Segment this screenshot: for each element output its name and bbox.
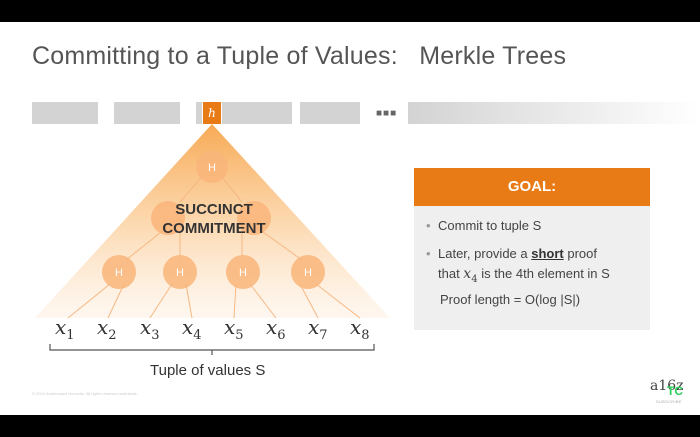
node-label: H (239, 267, 247, 279)
tuple-value: x3 (140, 315, 160, 343)
tuple-label: Tuple of values S (150, 362, 266, 379)
tree-node (163, 255, 197, 289)
bullet-icon: • (426, 218, 431, 233)
subscribe-label[interactable]: SUBSCRIBE (656, 399, 682, 404)
slide-title: Committing to a Tuple of Values: Merkle … (32, 42, 567, 70)
succinct-commitment-label: SUCCINCT COMMITMENT (140, 200, 288, 238)
data-strip-block (196, 102, 202, 124)
tuple-value: x2 (97, 315, 117, 343)
proof-length: Proof length = O(log |S|) (440, 292, 581, 307)
tuple-value: x4 (182, 315, 202, 343)
node-label: H (115, 267, 123, 279)
tree-node (102, 255, 136, 289)
node-label: H (208, 162, 216, 174)
node-label: H (304, 267, 312, 279)
tc-logo-icon[interactable]: TC (667, 384, 683, 398)
data-strip-block (300, 102, 360, 124)
node-label: H (176, 267, 184, 279)
tuple-value: x1 (55, 315, 75, 343)
goal-box: GOAL: • Commit to tuple S • Later, provide… (414, 168, 650, 330)
tree-node (237, 201, 271, 235)
data-strip-block (222, 102, 292, 124)
succinct-line: SUCCINCT (175, 201, 253, 218)
bullet-icon: • (426, 246, 431, 261)
a16z-logo: a16z (650, 378, 684, 394)
root-hash-box: h (203, 102, 221, 124)
goal-item: • Commit to tuple S (426, 216, 541, 236)
tuple-value: x5 (224, 315, 244, 343)
merkle-tree-diagram: H H H H H (35, 124, 390, 355)
tuple-value: x6 (266, 315, 286, 343)
tree-node (196, 151, 228, 183)
slide: Committing to a Tuple of Values: Merkle … (0, 22, 700, 415)
data-strip-block (32, 102, 98, 124)
goal-item: • Later, provide a short proof (426, 244, 597, 264)
x4-variable: x4 (463, 266, 478, 285)
tuple-bracket (49, 344, 375, 355)
goal-item-continued: that x4 is the 4th element in S (438, 266, 610, 285)
tuple-value: x7 (308, 315, 328, 343)
goal-heading: GOAL: (414, 168, 650, 206)
tree-node (226, 255, 260, 289)
data-strip-block (114, 102, 180, 124)
emphasis-short: short (531, 246, 564, 261)
data-strip-fade (408, 102, 700, 124)
tuple-value: x8 (350, 315, 370, 343)
footer-note: © 2024 Andreessen Horowitz. All rights r… (32, 391, 138, 396)
tree-node (291, 255, 325, 289)
ellipsis-icon: ■■■ (376, 108, 398, 119)
tree-node (151, 201, 185, 235)
commitment-line: COMMITMENT (162, 220, 266, 237)
